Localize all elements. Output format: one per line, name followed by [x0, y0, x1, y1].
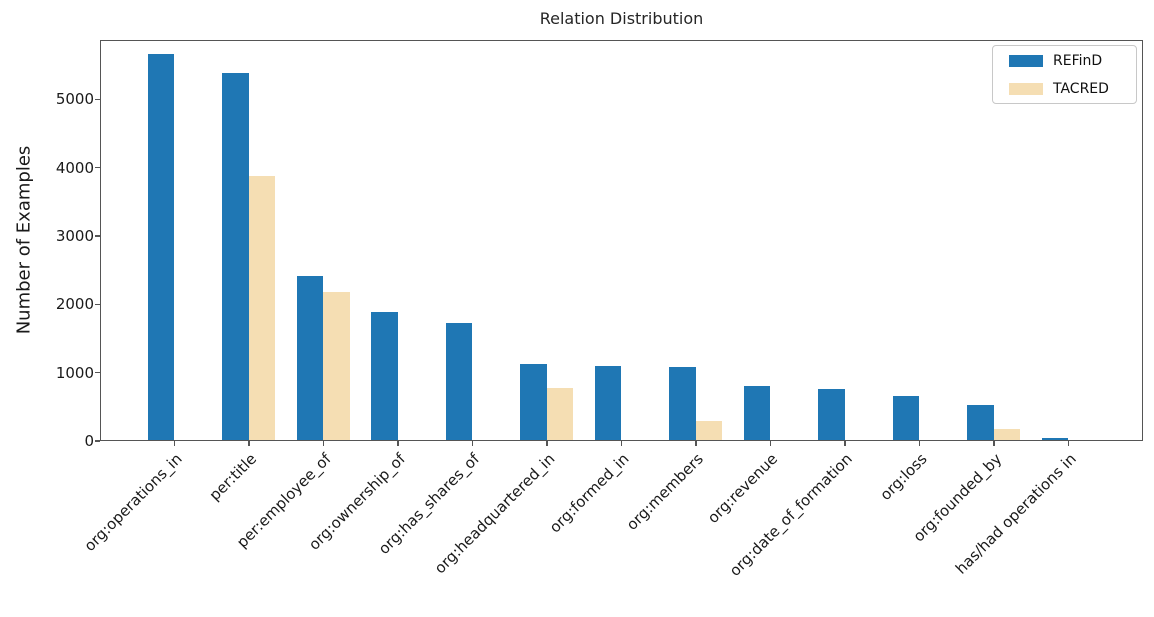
bar-tacred — [323, 291, 350, 440]
x-tick-mark — [695, 441, 697, 446]
x-tick-mark — [173, 441, 176, 446]
y-tick-label: 3000 — [55, 227, 94, 246]
bar-refind — [669, 366, 696, 440]
y-tick-label: 4000 — [55, 158, 94, 177]
legend-item: TACRED — [1009, 81, 1136, 97]
chart-title: Relation Distribution — [539, 9, 704, 28]
bar-refind — [371, 311, 398, 440]
x-tick-mark — [248, 441, 250, 446]
legend-swatch-tacred — [1009, 82, 1043, 95]
bar-refind — [520, 364, 547, 440]
y-tick-label: 0 — [84, 432, 94, 450]
y-tick-label: 5000 — [55, 90, 94, 109]
bar-refind — [445, 322, 473, 440]
legend-label: TACRED — [1053, 80, 1109, 97]
x-tick-label: org:revenue — [704, 449, 782, 527]
y-tick-mark — [95, 167, 100, 169]
bar-refind — [296, 276, 324, 440]
bar-refind — [967, 405, 994, 440]
bar-refind — [594, 365, 622, 440]
y-tick-mark — [95, 371, 100, 374]
bar-tacred — [248, 176, 276, 440]
y-axis-label: Number of Examples — [13, 145, 35, 335]
x-tick-label: per:title — [205, 449, 261, 505]
x-tick-mark — [993, 441, 995, 446]
legend-label: REFinD — [1053, 52, 1103, 69]
bar-refind — [743, 386, 771, 440]
x-tick-mark — [620, 441, 623, 446]
x-tick-label: org:members — [622, 449, 708, 534]
x-tick-mark — [397, 441, 399, 446]
x-tick-mark — [1067, 441, 1070, 446]
x-tick-label: org:loss — [876, 449, 931, 504]
x-tick-mark — [918, 441, 921, 446]
y-tick-mark — [95, 235, 100, 237]
x-tick-mark — [844, 441, 846, 446]
bar-tacred — [993, 428, 1021, 440]
bar-refind — [818, 388, 845, 440]
y-tick-label: 2000 — [55, 295, 94, 314]
x-tick-mark — [322, 441, 325, 446]
x-tick-label: org:operations_in — [80, 449, 186, 555]
bar-tacred — [695, 420, 723, 440]
x-tick-label: has/had operations in — [951, 449, 1080, 578]
bar-refind — [222, 73, 249, 440]
legend-swatch-refind — [1009, 54, 1043, 67]
x-tick-label: org:date_of_formation — [726, 449, 857, 580]
plot-area — [100, 40, 1143, 441]
bar-refind — [147, 54, 175, 440]
y-tick-label: 1000 — [55, 363, 94, 382]
bar-tacred — [546, 388, 574, 440]
x-tick-mark — [471, 441, 474, 446]
x-tick-mark — [546, 441, 548, 446]
x-tick-mark — [769, 441, 772, 446]
bar-refind — [1041, 437, 1069, 440]
legend: REFinD TACRED — [992, 45, 1137, 104]
y-tick-mark — [95, 98, 100, 101]
legend-item: REFinD — [1009, 53, 1136, 69]
bar-refind — [892, 396, 920, 440]
y-tick-mark — [95, 440, 100, 442]
y-tick-mark — [95, 303, 100, 306]
